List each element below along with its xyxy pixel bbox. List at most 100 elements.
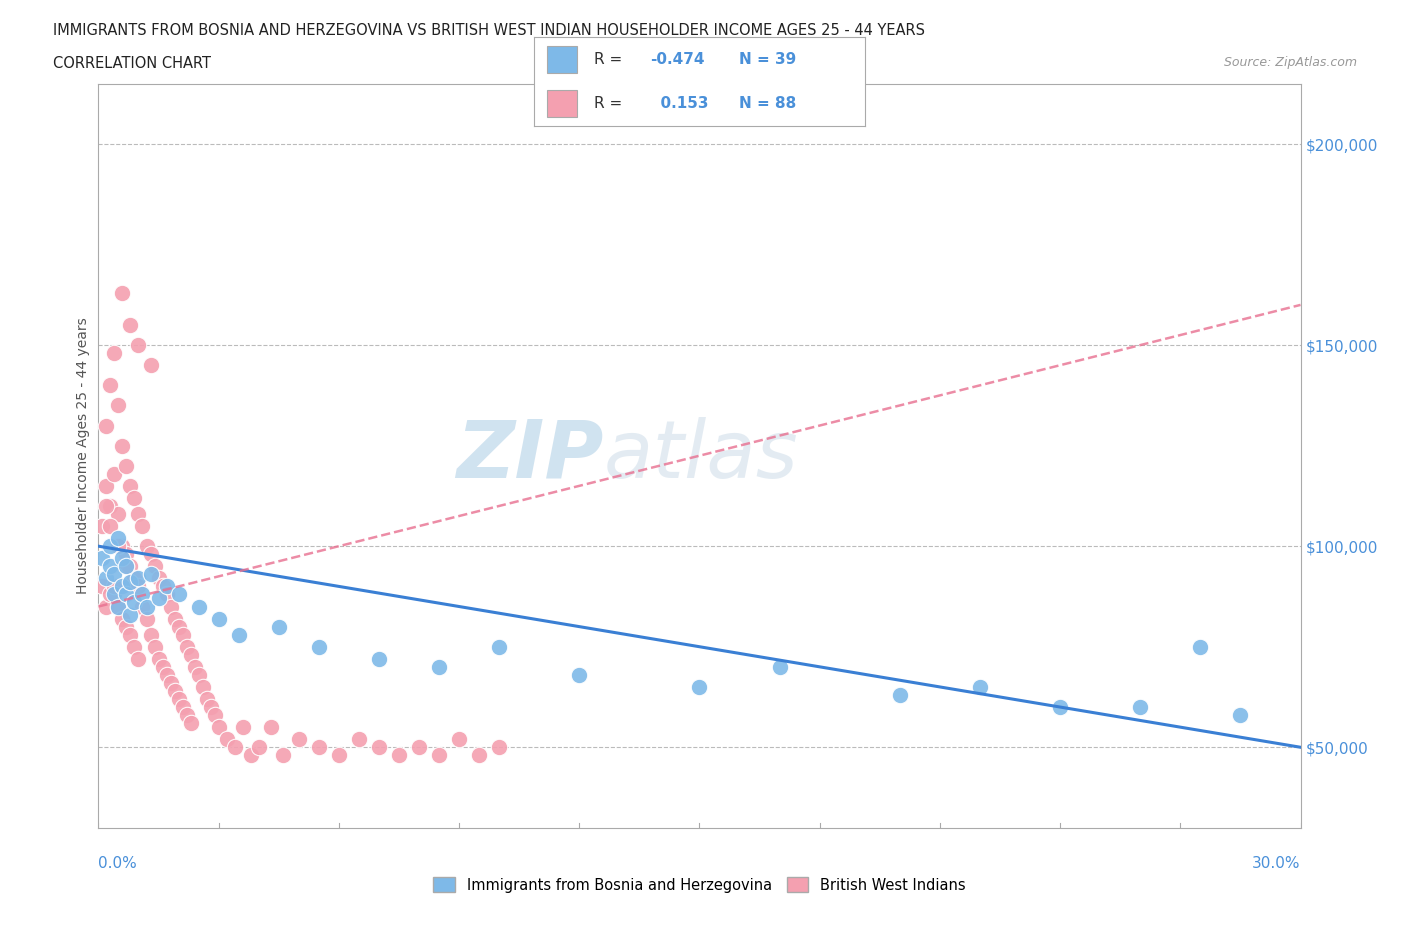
Point (769, 659, 792, 674)
Point (167, 587, 190, 602)
Point (215, 732, 238, 747)
Point (187, 599, 209, 614)
Point (267, 619, 290, 634)
Point (172, 627, 194, 642)
Point (115, 458, 138, 473)
Point (167, 692, 190, 707)
Point (176, 708, 198, 723)
Point (183, 659, 205, 674)
Point (288, 732, 311, 747)
Point (969, 680, 991, 695)
Point (96, 418, 118, 433)
Point (115, 547, 138, 562)
Point (208, 611, 231, 626)
Point (100, 587, 122, 602)
Point (120, 559, 142, 574)
Point (163, 684, 186, 698)
Point (124, 639, 146, 654)
Point (689, 680, 711, 695)
Point (111, 611, 134, 626)
Point (135, 538, 157, 553)
Point (139, 567, 162, 582)
Point (103, 346, 125, 361)
Point (115, 559, 138, 574)
Point (155, 668, 177, 683)
Point (107, 538, 129, 553)
Point (308, 740, 330, 755)
Point (187, 668, 209, 683)
Point (889, 687, 911, 702)
Point (91, 551, 114, 565)
Point (96, 478, 118, 493)
Point (120, 627, 142, 642)
Point (159, 675, 181, 690)
Point (155, 587, 177, 602)
Point (271, 748, 294, 763)
Text: R =: R = (593, 52, 621, 67)
Point (228, 627, 250, 642)
Point (103, 587, 125, 602)
Point (1229, 708, 1251, 723)
Point (148, 651, 170, 666)
Point (107, 599, 129, 614)
Text: N = 39: N = 39 (740, 52, 796, 67)
Text: N = 88: N = 88 (740, 96, 796, 111)
Point (180, 716, 202, 731)
Point (128, 571, 150, 586)
Point (124, 571, 146, 586)
Point (131, 519, 153, 534)
Point (111, 579, 134, 594)
Point (120, 607, 142, 622)
Point (103, 466, 125, 481)
Point (176, 639, 198, 654)
Point (96, 599, 118, 614)
Point (155, 579, 177, 594)
Point (100, 559, 122, 574)
Point (120, 317, 142, 332)
Point (368, 740, 391, 755)
Point (328, 748, 350, 763)
Point (128, 651, 150, 666)
Point (180, 647, 202, 662)
Point (488, 740, 510, 755)
Point (152, 579, 174, 594)
Point (204, 708, 226, 723)
Point (91, 579, 114, 594)
Point (115, 619, 138, 634)
Text: atlas: atlas (603, 417, 799, 495)
Point (143, 639, 166, 654)
Point (107, 531, 129, 546)
Point (128, 338, 150, 352)
Point (131, 587, 153, 602)
Point (488, 639, 510, 654)
Point (124, 490, 146, 505)
Point (191, 680, 214, 695)
Point (128, 579, 150, 594)
Point (111, 438, 134, 453)
Point (100, 519, 122, 534)
Point (96, 571, 118, 586)
Legend: Immigrants from Bosnia and Herzegovina, British West Indians: Immigrants from Bosnia and Herzegovina, … (427, 871, 972, 898)
Bar (547, 46, 578, 73)
Point (200, 699, 222, 714)
Point (107, 507, 129, 522)
Point (103, 579, 125, 594)
Point (568, 668, 591, 683)
Point (447, 732, 470, 747)
Point (128, 507, 150, 522)
Point (135, 611, 157, 626)
Text: R =: R = (593, 96, 621, 111)
Point (131, 599, 153, 614)
Text: IMMIGRANTS FROM BOSNIA AND HERZEGOVINA VS BRITISH WEST INDIAN HOUSEHOLDER INCOME: IMMIGRANTS FROM BOSNIA AND HERZEGOVINA V… (53, 23, 925, 38)
Text: Source: ZipAtlas.com: Source: ZipAtlas.com (1223, 56, 1357, 69)
Point (427, 748, 450, 763)
Point (111, 286, 134, 300)
Point (232, 720, 254, 735)
Point (111, 538, 134, 553)
Point (120, 575, 142, 590)
Point (163, 611, 186, 626)
Point (143, 559, 166, 574)
Point (347, 732, 370, 747)
Text: ZIP: ZIP (456, 417, 603, 495)
Point (388, 748, 411, 763)
